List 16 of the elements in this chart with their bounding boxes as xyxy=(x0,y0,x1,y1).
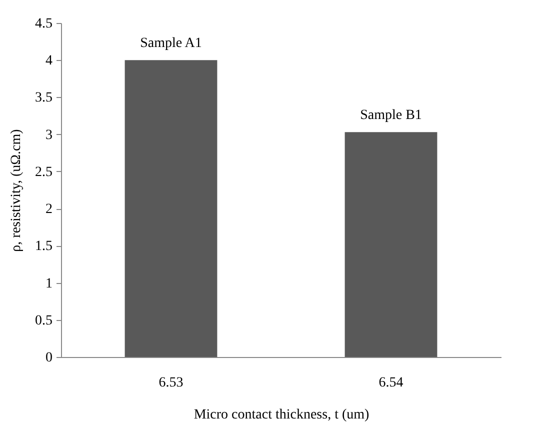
annotation: Sample A1 xyxy=(140,36,202,52)
y-tick-label: 1.5 xyxy=(35,239,52,254)
x-axis-title: Micro contact thickness, t (um) xyxy=(194,408,370,422)
x-tick-label: 6.53 xyxy=(158,376,184,390)
y-tick-label: 1 xyxy=(46,276,52,292)
y-axis-title: ρ, resistivity, (uΩ.cm) xyxy=(9,128,24,252)
y-tick-label: 0 xyxy=(46,350,52,366)
y-tick-label: 4 xyxy=(46,54,52,69)
y-tick-label: 3.5 xyxy=(35,90,52,106)
x-tick-label: 6.54 xyxy=(378,376,404,390)
y-tick-label: 0.5 xyxy=(35,313,52,328)
y-tick-label: 4.5 xyxy=(35,16,52,32)
annotation: Sample B1 xyxy=(360,108,422,124)
y-tick-label: 2.5 xyxy=(35,164,52,180)
y-tick-label: 3 xyxy=(46,128,52,143)
y-tick-label: 2 xyxy=(46,202,52,218)
